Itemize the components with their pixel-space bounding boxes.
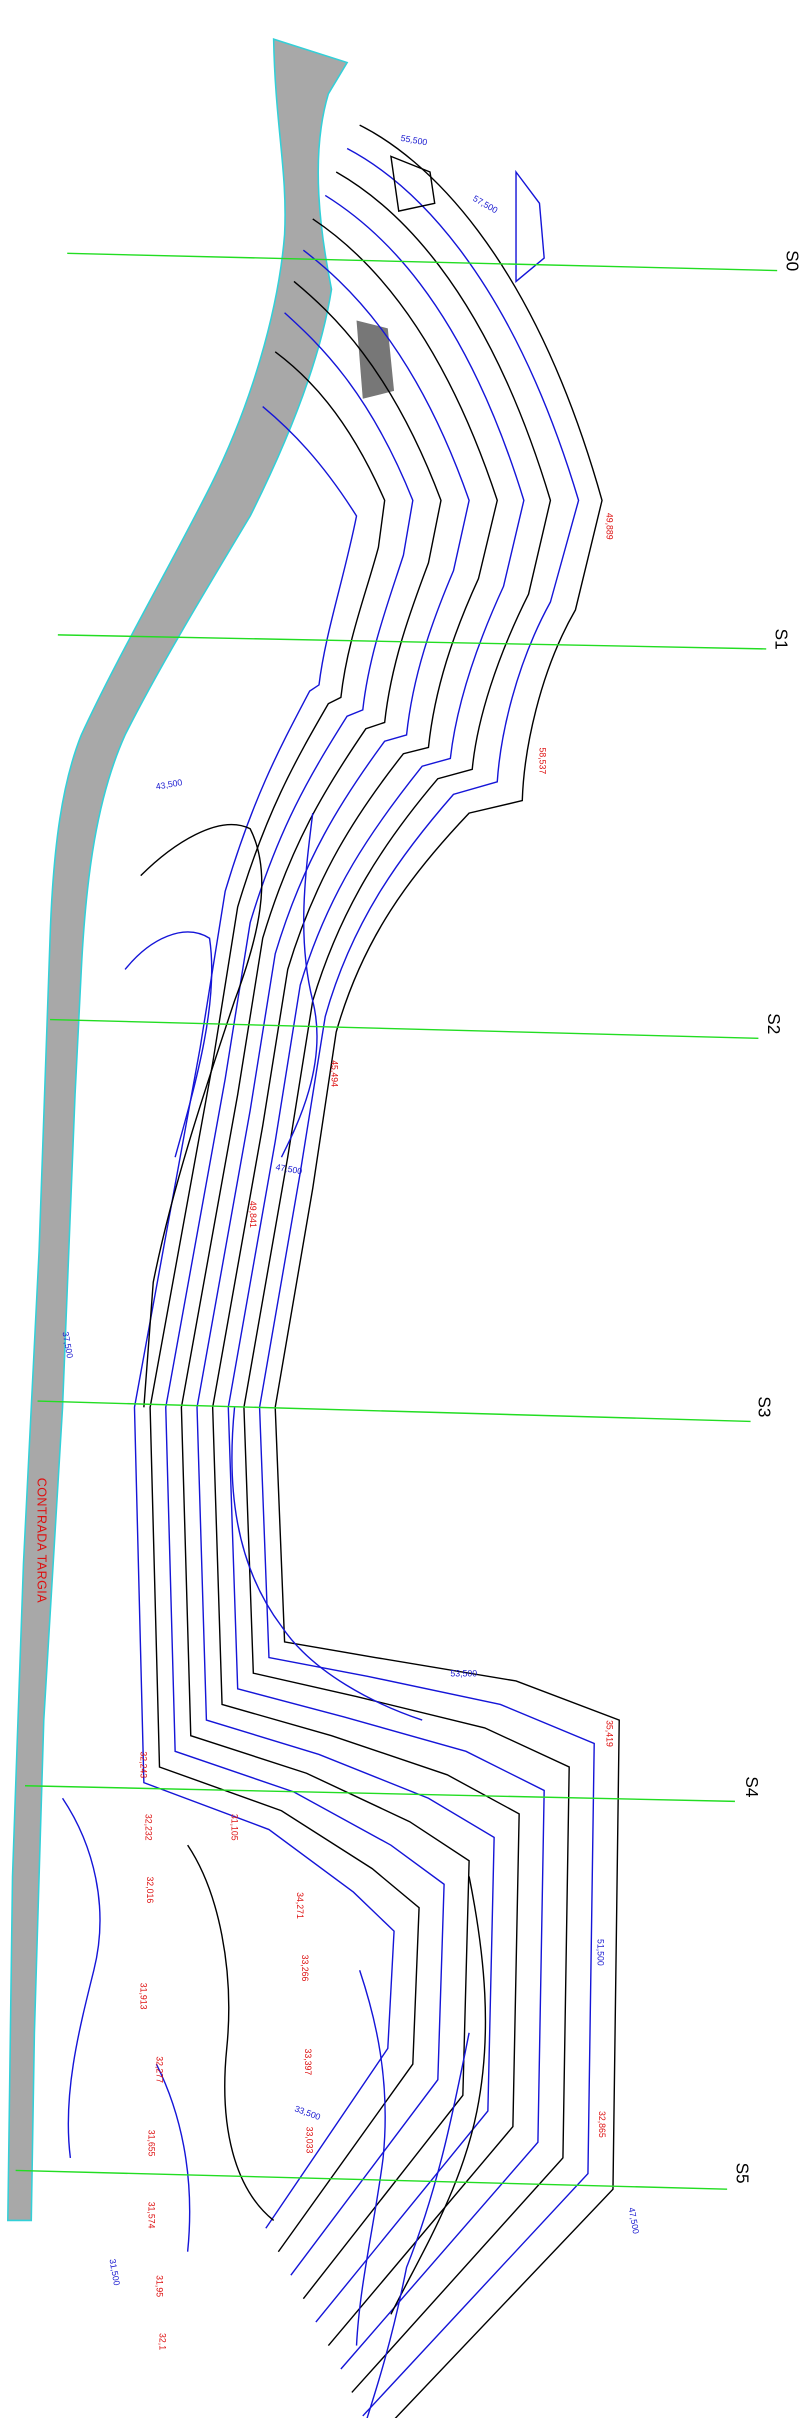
section-label: S3	[754, 1396, 774, 1417]
spot-height: 45,494	[330, 1060, 340, 1087]
section-lines	[15, 252, 778, 2190]
section-line	[67, 252, 778, 272]
section-line	[50, 1018, 759, 1040]
terrain-patch	[356, 320, 395, 399]
contour-label: 51,500	[595, 1939, 605, 1966]
spot-height: 33,266	[300, 1955, 310, 1982]
section-label: S2	[764, 1013, 784, 1034]
spot-height: 31,655	[147, 2130, 157, 2157]
spot-height: 34,271	[295, 1892, 305, 1919]
contour-label: 47,500	[627, 2207, 642, 2235]
spot-heights: 49,889 58,537 45,494 49,841 32,243 32,23…	[139, 513, 615, 2350]
spot-height: 31,105	[229, 1814, 239, 1841]
spot-height: 32,016	[145, 1876, 155, 1903]
spot-height: 32,277	[154, 2056, 164, 2083]
contour-label: 43,500	[155, 777, 183, 792]
section-label: S5	[733, 2163, 753, 2184]
contour-label: 37,500	[61, 1331, 76, 1359]
spot-height: 49,889	[605, 513, 615, 540]
spot-height: 31,95	[154, 2275, 164, 2297]
contours	[61, 124, 620, 2418]
map-body: S0 S1 S2 S3 S4 S5 CONTRADA TARGIA 49,889…	[7, 38, 803, 2418]
contour-label: 31,500	[107, 2258, 122, 2286]
contour-label: 47,500	[275, 1162, 303, 1177]
spot-height: 35,419	[605, 1720, 615, 1747]
spot-height: 32,1	[157, 2333, 167, 2350]
spot-height: 49,841	[248, 1201, 258, 1228]
section-line	[15, 2169, 728, 2190]
spot-height: 31,574	[147, 2202, 157, 2229]
section-line	[37, 1400, 751, 1423]
spot-height: 31,913	[139, 1983, 149, 2010]
contour-label: 57,500	[471, 193, 499, 215]
spot-height: 33,033	[304, 2127, 314, 2154]
section-label: S1	[772, 629, 792, 650]
spot-height: 58,537	[537, 747, 547, 774]
contour-label: 55,500	[400, 133, 428, 148]
spot-height: 32,243	[139, 1751, 149, 1778]
section-line	[25, 1785, 735, 1803]
spot-height: 33,397	[303, 2048, 313, 2075]
locality-label: CONTRADA TARGIA	[35, 1478, 49, 1604]
spot-height: 32,865	[597, 2111, 607, 2138]
section-label: S4	[742, 1776, 762, 1797]
section-line	[57, 634, 767, 650]
section-labels: S0 S1 S2 S3 S4 S5	[733, 250, 803, 2183]
contour-label: 33,500	[293, 2103, 322, 2122]
contour-labels: 55,500 57,500 53,500 51,500 33,500 43,50…	[61, 133, 642, 2287]
section-label: S0	[783, 250, 803, 271]
spot-height: 32,232	[143, 1814, 153, 1841]
contour-label: 53,500	[450, 1668, 477, 1678]
